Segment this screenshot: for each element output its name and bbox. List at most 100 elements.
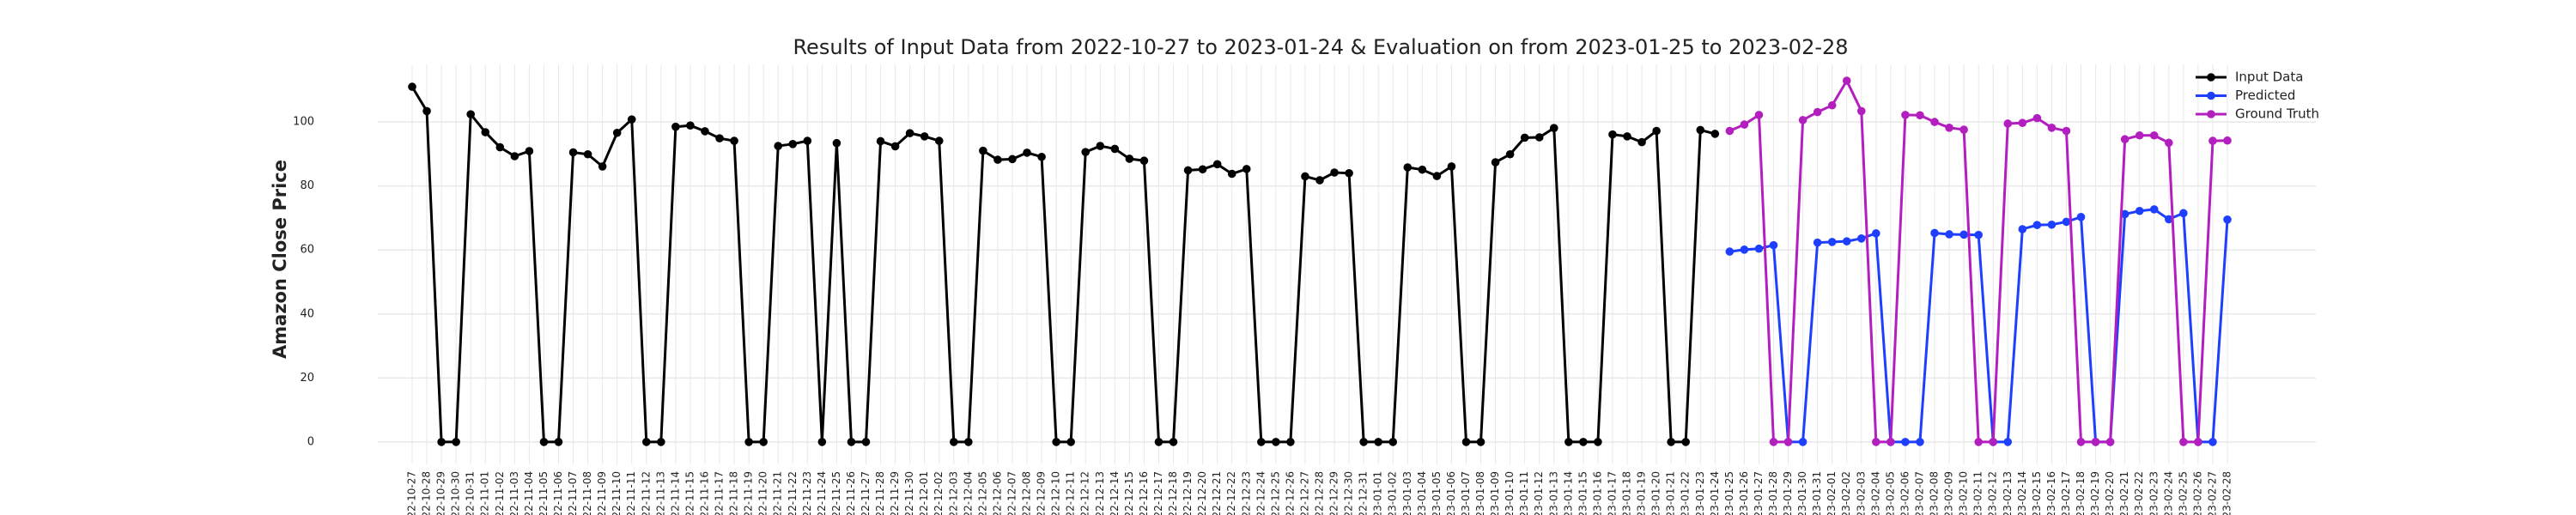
point [817, 438, 827, 446]
x-tick-label: 2023-02-15 [2031, 471, 2043, 515]
point [1242, 165, 1251, 173]
x-tick-label: 2022-12-29 [1328, 471, 1340, 515]
point [1930, 228, 1939, 238]
x-tick-label: 2023-01-25 [1723, 471, 1735, 515]
point [1564, 438, 1573, 446]
x-tick-label: 2023-01-29 [1782, 471, 1794, 515]
point [1798, 438, 1807, 446]
point [920, 132, 929, 141]
point [1725, 247, 1735, 256]
point [554, 438, 563, 446]
x-tick-label: 2022-11-16 [698, 471, 710, 515]
point [2003, 438, 2013, 446]
x-tick-label: 2023-01-21 [1665, 471, 1677, 515]
point [2032, 113, 2042, 123]
x-tick-label: 2023-02-04 [1869, 471, 1881, 515]
x-tick-label: 2022-11-29 [889, 471, 901, 515]
x-tick-label: 2023-01-17 [1606, 471, 1618, 515]
point [437, 438, 446, 446]
point [1740, 120, 1749, 129]
point [1930, 118, 1939, 126]
x-tick-label: 2022-11-22 [787, 471, 799, 515]
x-tick-label: 2022-12-11 [1065, 471, 1077, 515]
point [905, 129, 914, 137]
point [1388, 438, 1398, 446]
x-tick-label: 2023-01-05 [1431, 471, 1443, 515]
point [466, 110, 475, 118]
point [539, 438, 549, 446]
x-tick-label: 2023-01-10 [1504, 471, 1516, 515]
point [2135, 206, 2144, 215]
x-tick-label: 2022-11-27 [860, 471, 872, 515]
legend-marker [2207, 110, 2215, 118]
point [1403, 163, 1413, 172]
point [1652, 126, 1661, 136]
y-axis-label: Amazon Close Price [270, 160, 290, 359]
x-tick-label: 2022-11-14 [669, 471, 681, 515]
x-tick-label: 2022-12-04 [962, 471, 974, 515]
point [568, 148, 578, 157]
x-tick-label: 2023-01-14 [1562, 471, 1574, 515]
point [2105, 438, 2115, 446]
point [979, 146, 987, 155]
point [1696, 125, 1705, 135]
x-tick-label: 2023-02-20 [2104, 471, 2116, 515]
point [1491, 158, 1500, 167]
point [949, 438, 958, 446]
point [1594, 438, 1602, 446]
point [2179, 209, 2188, 218]
x-tick-label: 2022-12-12 [1079, 471, 1091, 515]
point [759, 438, 768, 446]
point [1066, 438, 1075, 446]
y-tick-label: 80 [300, 179, 314, 192]
point [1959, 125, 1968, 134]
x-tick-label: 2023-02-28 [2221, 471, 2233, 515]
x-tick-label: 2023-02-27 [2206, 471, 2218, 515]
point [861, 438, 871, 446]
x-tick-label: 2022-12-17 [1152, 471, 1164, 515]
series-line [410, 86, 1716, 444]
point [1754, 111, 1764, 119]
point [1901, 111, 1910, 119]
point [774, 142, 783, 150]
x-tick-label: 2023-01-09 [1489, 471, 1501, 515]
point [598, 162, 607, 171]
point [2076, 213, 2086, 221]
point [934, 136, 944, 145]
x-tick-label: 2022-11-08 [581, 471, 593, 515]
point [1374, 438, 1382, 446]
point [1257, 438, 1266, 446]
point [1608, 130, 1617, 139]
x-tick-label: 2022-12-09 [1036, 471, 1048, 515]
x-tick-label: 2023-01-07 [1460, 471, 1472, 515]
point [1008, 154, 1017, 164]
point [1872, 438, 1880, 446]
x-tick-label: 2022-10-29 [435, 471, 447, 515]
x-tick-label: 2022-11-01 [479, 471, 491, 515]
point [964, 438, 973, 446]
x-tick-label: 2023-01-03 [1401, 471, 1413, 515]
point [2062, 126, 2071, 136]
point [1359, 438, 1368, 446]
x-tick-label: 2023-01-11 [1518, 471, 1530, 515]
x-tick-label: 2023-01-08 [1474, 471, 1486, 515]
x-tick-label: 2023-02-23 [2148, 471, 2160, 515]
point [2076, 438, 2086, 446]
point [1037, 152, 1046, 161]
x-tick-label: 2023-01-12 [1533, 471, 1545, 515]
point [1520, 133, 1529, 142]
point [627, 115, 636, 124]
x-tick-label: 2022-12-01 [918, 471, 930, 515]
legend-marker [2207, 73, 2215, 82]
point [2223, 136, 2232, 145]
point [1110, 144, 1120, 154]
x-tick-label: 2023-02-26 [2191, 471, 2203, 515]
x-tick-label: 2023-02-11 [1972, 471, 1984, 515]
legend-marker [2207, 91, 2215, 100]
x-tick-label: 2023-02-24 [2162, 471, 2174, 515]
x-tick-label: 2023-01-23 [1694, 471, 1706, 515]
y-tick-label: 0 [307, 435, 314, 448]
point [1827, 100, 1837, 110]
x-tick-label: 2022-10-31 [465, 471, 477, 515]
